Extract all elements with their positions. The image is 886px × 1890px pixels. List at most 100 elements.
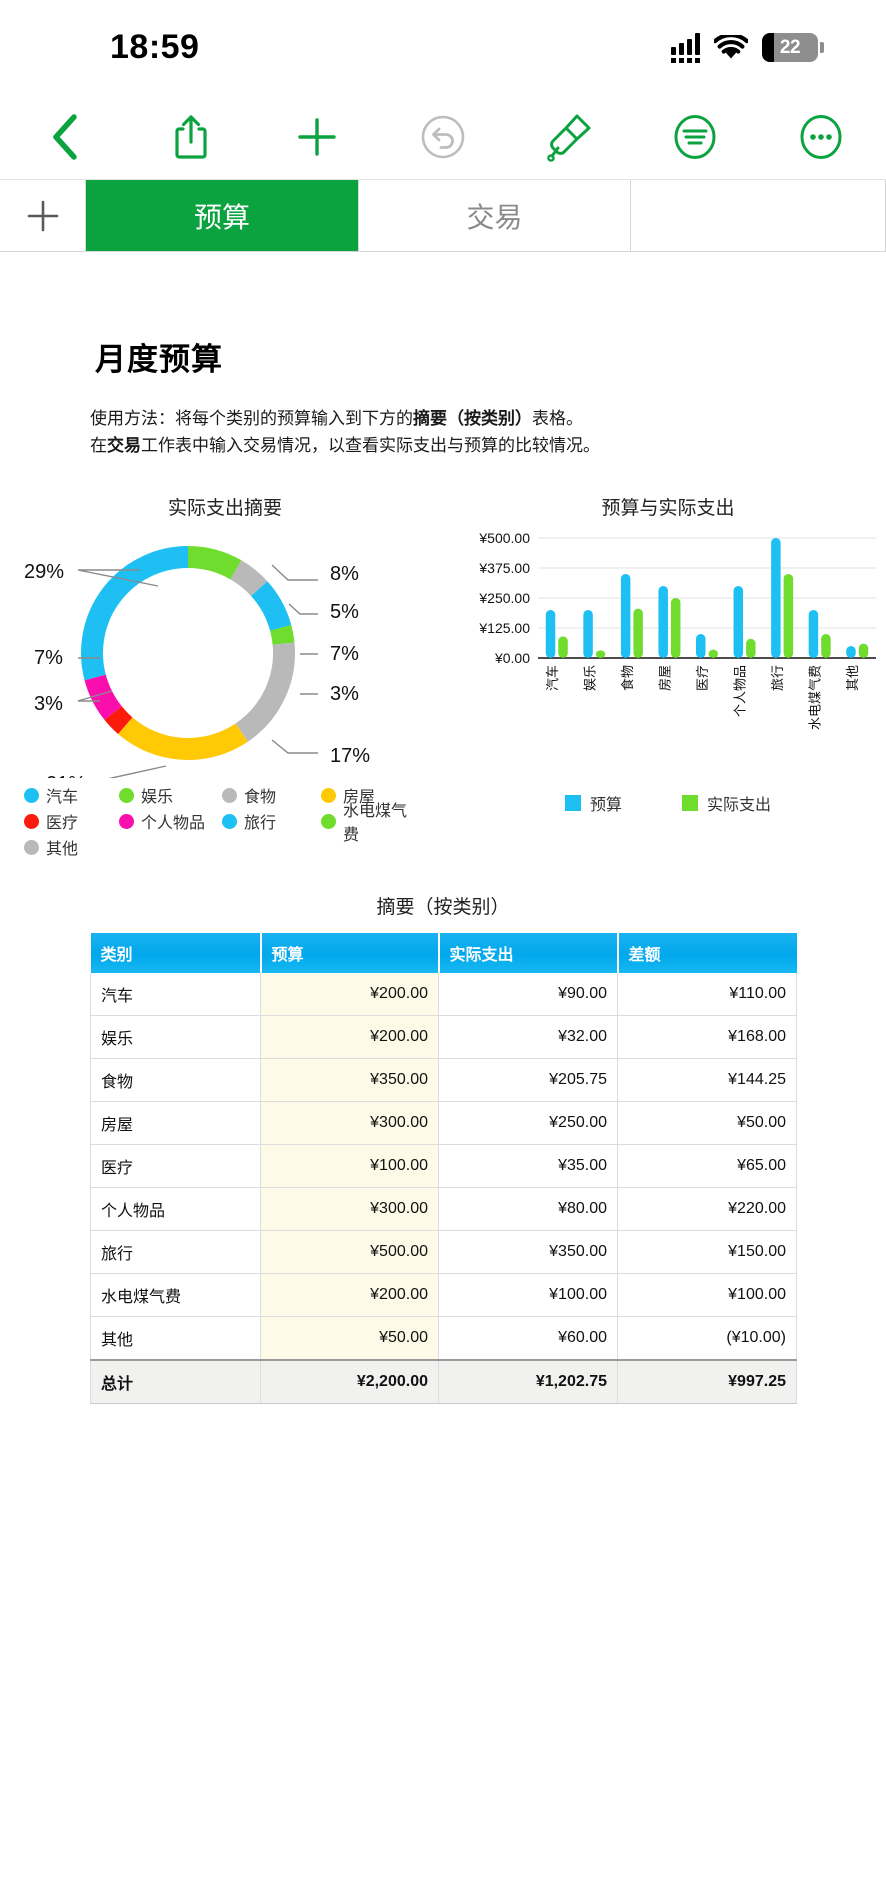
cell-category[interactable]: 水电煤气费: [90, 1273, 261, 1318]
cell-budget[interactable]: ¥350.00: [260, 1058, 439, 1103]
sheet-tab-budget[interactable]: 预算: [86, 180, 359, 251]
cell-category[interactable]: 旅行: [90, 1230, 261, 1275]
cell-budget[interactable]: ¥100.00: [260, 1144, 439, 1189]
table-row[interactable]: 医疗 ¥100.00 ¥35.00 ¥65.00: [90, 1144, 797, 1189]
cell-actual[interactable]: ¥90.00: [438, 973, 618, 1017]
bar-rect: [733, 586, 744, 659]
pie-legend-item: 房屋: [321, 784, 411, 806]
organize-button[interactable]: [652, 102, 738, 172]
cell-difference[interactable]: ¥144.25: [617, 1058, 797, 1103]
table-row[interactable]: 其他 ¥50.00 ¥60.00 (¥10.00): [90, 1316, 797, 1361]
cell-actual[interactable]: ¥35.00: [438, 1144, 618, 1189]
cell-category[interactable]: 食物: [90, 1058, 261, 1103]
pie-leader-line: [97, 765, 167, 783]
format-paintbrush-button[interactable]: [526, 102, 612, 172]
cell-actual[interactable]: ¥205.75: [438, 1058, 618, 1103]
cell-difference[interactable]: ¥65.00: [617, 1144, 797, 1189]
cell-difference[interactable]: ¥100.00: [617, 1273, 797, 1318]
pie-legend-label: 食物: [244, 789, 277, 807]
summary-table[interactable]: 类别 预算 实际支出 差额 汽车 ¥200.00 ¥90.00 ¥110.00 娱乐 ¥2…: [90, 933, 797, 1405]
cell-category[interactable]: 个人物品: [90, 1187, 261, 1232]
column-header-budget[interactable]: 预算: [260, 933, 440, 974]
cell-actual[interactable]: ¥80.00: [438, 1187, 618, 1232]
cell-actual[interactable]: ¥250.00: [438, 1101, 618, 1146]
bar-legend-swatch: [682, 795, 698, 812]
cell-budget[interactable]: ¥300.00: [260, 1187, 439, 1232]
cell-category[interactable]: 娱乐: [90, 1015, 261, 1060]
cell-budget[interactable]: ¥50.00: [260, 1316, 439, 1361]
cell-category[interactable]: 其他: [90, 1316, 261, 1361]
pie-legend-label: 其他: [46, 841, 79, 859]
usage-instructions: 使用方法：将每个类别的预算输入到下方的摘要（按类别）表格。 在交易工作表中输入交…: [90, 405, 886, 459]
column-header-actual[interactable]: 实际支出: [438, 933, 619, 974]
bar-legend-item: 实际支出: [682, 791, 771, 815]
bar-rect: [633, 608, 643, 659]
cell-actual[interactable]: ¥100.00: [438, 1273, 618, 1318]
cell-difference[interactable]: ¥110.00: [617, 973, 797, 1017]
undo-button[interactable]: [400, 102, 486, 172]
table-header-row: 类别 预算 实际支出 差额: [90, 933, 797, 974]
share-button[interactable]: [148, 102, 234, 172]
cell-category[interactable]: 汽车: [90, 973, 261, 1017]
table-row[interactable]: 汽车 ¥200.00 ¥90.00 ¥110.00: [90, 973, 797, 1017]
pie-slice-percent: 3%: [34, 693, 63, 715]
pie-legend-label: 个人物品: [141, 815, 206, 833]
sheet-tab-empty-area[interactable]: [631, 180, 886, 251]
sheet-tab-transactions[interactable]: 交易: [359, 180, 631, 251]
pie-legend-swatch: [24, 813, 39, 829]
pie-legend-item: 其他: [24, 836, 119, 858]
pie-leader-line: [288, 603, 318, 616]
table-row[interactable]: 房屋 ¥300.00 ¥250.00 ¥50.00: [90, 1101, 797, 1146]
bar-chart[interactable]: 预算与实际支出 ¥0.00 ¥125.00 ¥250.00 ¥375.00 ¥500.0…: [450, 485, 886, 815]
column-header-category[interactable]: 类别: [90, 933, 262, 974]
cell-difference[interactable]: ¥220.00: [617, 1187, 797, 1232]
bar-chart-legend: 预算 实际支出: [450, 791, 886, 815]
instructions-line2-bold: 交易: [107, 436, 141, 456]
pie-legend-swatch: [222, 813, 237, 829]
column-header-difference[interactable]: 差额: [617, 933, 797, 974]
back-button[interactable]: [22, 102, 108, 172]
bar-chart-title: 预算与实际支出: [601, 498, 735, 520]
bar-y-tick-label: ¥500.00: [478, 530, 530, 546]
bar-rect: [783, 574, 794, 659]
add-sheet-button[interactable]: [0, 180, 86, 251]
pie-legend-item: 旅行: [222, 810, 321, 832]
bar-x-tick-label: 个人物品: [733, 665, 748, 717]
pie-slice-percent: 3%: [330, 683, 359, 705]
pie-legend-label: 娱乐: [141, 789, 174, 807]
table-row[interactable]: 食物 ¥350.00 ¥205.75 ¥144.25: [90, 1058, 797, 1103]
cell-category[interactable]: 房屋: [90, 1101, 261, 1146]
bar-rect: [821, 634, 831, 659]
cell-actual[interactable]: ¥32.00: [438, 1015, 618, 1060]
pie-slice: [230, 560, 268, 597]
cell-budget[interactable]: ¥200.00: [260, 1015, 439, 1060]
cell-total-difference[interactable]: ¥997.25: [617, 1359, 797, 1405]
cell-category[interactable]: 医疗: [90, 1144, 261, 1189]
cell-budget[interactable]: ¥500.00: [260, 1230, 439, 1275]
cell-total-actual[interactable]: ¥1,202.75: [438, 1359, 618, 1405]
table-row[interactable]: 个人物品 ¥300.00 ¥80.00 ¥220.00: [90, 1187, 797, 1232]
table-row[interactable]: 水电煤气费 ¥200.00 ¥100.00 ¥100.00: [90, 1273, 797, 1318]
table-row[interactable]: 旅行 ¥500.00 ¥350.00 ¥150.00: [90, 1230, 797, 1275]
cell-difference[interactable]: ¥150.00: [617, 1230, 797, 1275]
cell-budget[interactable]: ¥200.00: [260, 973, 439, 1017]
cell-total-budget[interactable]: ¥2,200.00: [260, 1359, 439, 1405]
more-options-button[interactable]: [778, 102, 864, 172]
cell-budget[interactable]: ¥300.00: [260, 1101, 439, 1146]
bar-rect: [746, 639, 756, 659]
cell-total-label[interactable]: 总计: [90, 1359, 261, 1405]
bar-rect: [545, 610, 556, 659]
pie-slice-percent: 8%: [330, 563, 359, 585]
cell-difference[interactable]: ¥168.00: [617, 1015, 797, 1060]
cell-budget[interactable]: ¥200.00: [260, 1273, 439, 1318]
cell-difference[interactable]: (¥10.00): [617, 1316, 797, 1361]
cell-difference[interactable]: ¥50.00: [617, 1101, 797, 1146]
table-total-row[interactable]: 总计 ¥2,200.00 ¥1,202.75 ¥997.25: [90, 1359, 797, 1405]
cell-actual[interactable]: ¥350.00: [438, 1230, 618, 1275]
pie-legend-label: 房屋: [343, 789, 376, 807]
cell-actual[interactable]: ¥60.00: [438, 1316, 618, 1361]
table-row[interactable]: 娱乐 ¥200.00 ¥32.00 ¥168.00: [90, 1015, 797, 1060]
summary-table-title: 摘要（按类别）: [376, 897, 510, 919]
add-button[interactable]: [274, 102, 360, 172]
